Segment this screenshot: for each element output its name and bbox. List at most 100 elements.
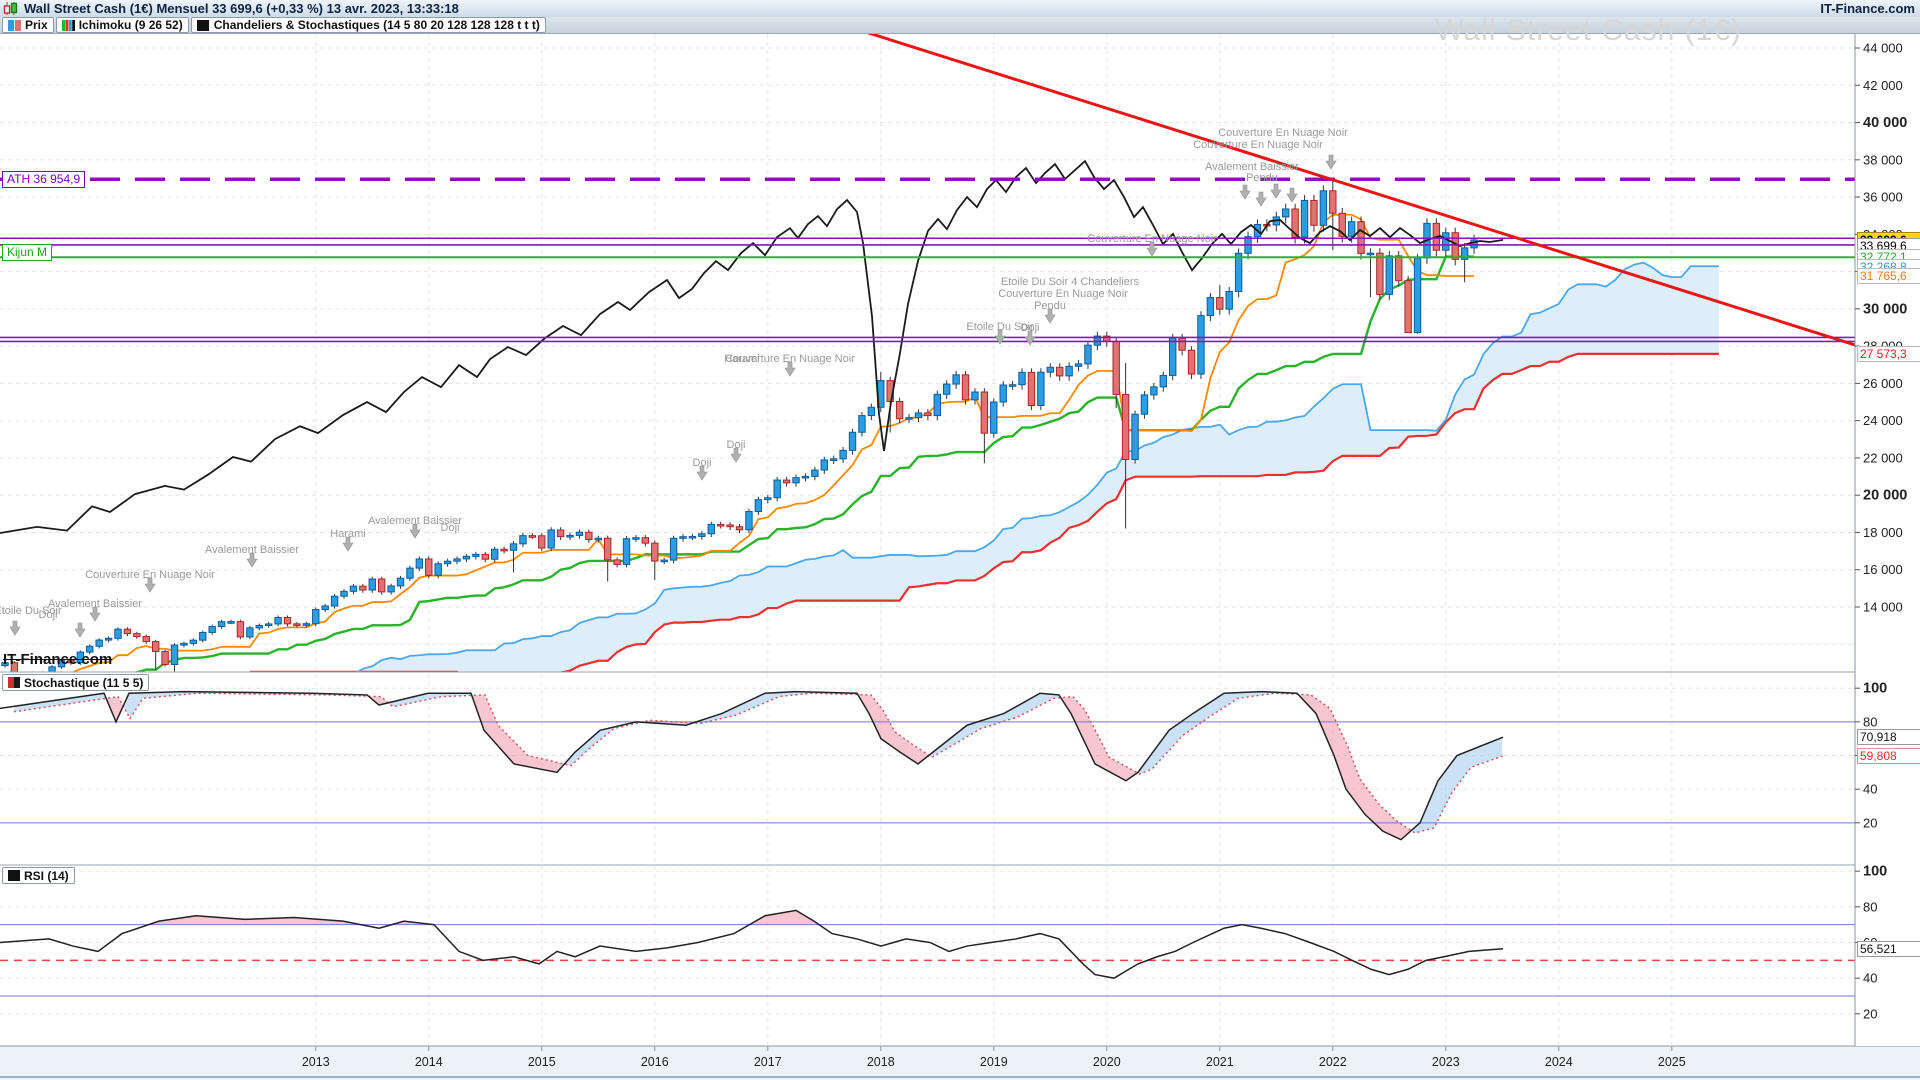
candle-body xyxy=(509,543,518,551)
candle-body xyxy=(1366,252,1375,256)
rsi-line xyxy=(0,909,1504,979)
axis-tick-label: 36 000 xyxy=(1863,190,1903,205)
legend-price[interactable]: Prix xyxy=(2,17,54,33)
candle-body xyxy=(839,449,847,460)
candle-body xyxy=(377,578,386,593)
candle-body xyxy=(1291,208,1299,238)
candle-body xyxy=(613,559,621,565)
axis-tick-label: 24 000 xyxy=(1863,413,1903,428)
axis-value-label: 27 573,3 xyxy=(1857,346,1920,363)
stoch-k-line xyxy=(0,690,1504,841)
candle-body xyxy=(961,374,970,401)
candle-body xyxy=(1442,232,1450,251)
ichimoku-cloud xyxy=(249,262,1719,672)
legend-ichimoku[interactable]: Ichimoku (9 26 52) xyxy=(55,17,189,33)
pattern-annotation: Doji xyxy=(39,609,58,621)
pattern-arrow-icon xyxy=(342,536,354,552)
axis-tick-label: 40 000 xyxy=(1863,115,1907,131)
oscillator-fill xyxy=(388,693,472,707)
candle-body xyxy=(669,537,678,561)
candle-body xyxy=(1112,340,1120,395)
candle-body xyxy=(1338,212,1346,237)
candle-body xyxy=(1347,221,1356,237)
descending-trendline[interactable] xyxy=(834,22,1855,347)
legend-candles-stoch[interactable]: Chandeliers & Stochastiques (14 5 80 20 … xyxy=(190,17,546,33)
pattern-arrow-icon xyxy=(1146,241,1158,257)
candle-body xyxy=(594,537,602,541)
pattern-arrow-icon xyxy=(409,523,421,539)
pattern-annotation: Couverture En Nuage Noir xyxy=(998,288,1128,300)
oscillator-fill xyxy=(692,691,858,724)
candle-body xyxy=(641,537,650,544)
candle-body xyxy=(180,642,188,646)
candle-body xyxy=(1187,349,1196,375)
pattern-annotation: Avalement Baissier xyxy=(368,515,462,527)
pattern-annotation: Doji xyxy=(1021,322,1040,334)
candle-body xyxy=(528,535,537,538)
candle-body xyxy=(811,469,819,477)
candle-body xyxy=(151,641,160,652)
year-axis-label: 2013 xyxy=(302,1055,330,1069)
candle-body xyxy=(1404,280,1412,334)
candle-body xyxy=(538,535,546,549)
pattern-annotation: Etoile Du Soir xyxy=(0,605,62,617)
candle-body xyxy=(519,535,527,545)
ichimoku-legend-icon xyxy=(61,19,75,31)
pattern-annotation: Doji xyxy=(441,522,460,534)
senkou-a-line xyxy=(355,261,1719,672)
candle-body xyxy=(848,431,857,451)
candle-body xyxy=(820,459,828,471)
candle-body xyxy=(1310,199,1318,226)
year-axis-label: 2018 xyxy=(867,1055,895,1069)
candle-body xyxy=(443,560,452,565)
candle-body xyxy=(142,636,150,643)
pattern-arrow-icon xyxy=(144,577,156,593)
brand-link[interactable]: IT-Finance.com xyxy=(1820,1,1915,16)
axis-tick-label: 14 000 xyxy=(1863,599,1903,614)
rsi-legend-label: RSI (14) xyxy=(24,868,69,883)
candle-body xyxy=(632,537,640,540)
candle-body xyxy=(660,559,668,563)
candle-body xyxy=(735,526,744,531)
axis-tick-label: 100 xyxy=(1863,864,1887,880)
rsi-legend-icon xyxy=(8,870,20,881)
pattern-arrow-icon xyxy=(1286,187,1298,203)
candle-body xyxy=(688,535,697,539)
candle-body xyxy=(396,577,405,587)
oscillator-fill xyxy=(564,721,642,766)
pattern-annotation: Doji xyxy=(727,439,746,451)
rsi-panel xyxy=(0,909,1855,997)
chart-title: Wall Street Cash (1€) Mensuel 33 699,6 (… xyxy=(24,1,459,16)
rsi-panel-legend[interactable]: RSI (14) xyxy=(2,867,75,884)
candle-body xyxy=(453,558,461,562)
candle-body xyxy=(481,553,489,560)
axis-tick-label: 26 000 xyxy=(1863,376,1903,391)
right-axis-background[interactable] xyxy=(1855,34,1920,1046)
year-axis-label: 2025 xyxy=(1658,1055,1686,1069)
year-axis-label: 2019 xyxy=(980,1055,1008,1069)
year-axis-label: 2022 xyxy=(1319,1055,1347,1069)
candle-body xyxy=(1121,393,1130,460)
kijun-level-label[interactable]: Kijun M xyxy=(2,244,53,261)
candle-body xyxy=(1065,365,1073,377)
candle-body xyxy=(933,393,941,417)
candle-body xyxy=(1206,297,1215,317)
axis-tick-label: 22 000 xyxy=(1863,450,1903,465)
candle-body xyxy=(293,623,301,626)
candle-body xyxy=(1216,297,1224,310)
stochastic-panel-legend[interactable]: Stochastique (11 5 5) xyxy=(2,674,150,691)
candle-body xyxy=(1282,208,1290,218)
pattern-arrow-icon xyxy=(246,552,258,568)
pattern-arrow-icon xyxy=(994,329,1006,345)
candle-body xyxy=(95,639,103,647)
pattern-arrow-icon xyxy=(74,622,86,638)
axis-tick-label: 100 xyxy=(1863,681,1887,697)
oscillator-fill xyxy=(14,693,107,712)
candle-body xyxy=(971,391,979,401)
ath-level-label[interactable]: ATH 36 954,9 xyxy=(2,171,86,188)
candle-body xyxy=(999,384,1007,403)
candle-body xyxy=(312,609,320,625)
